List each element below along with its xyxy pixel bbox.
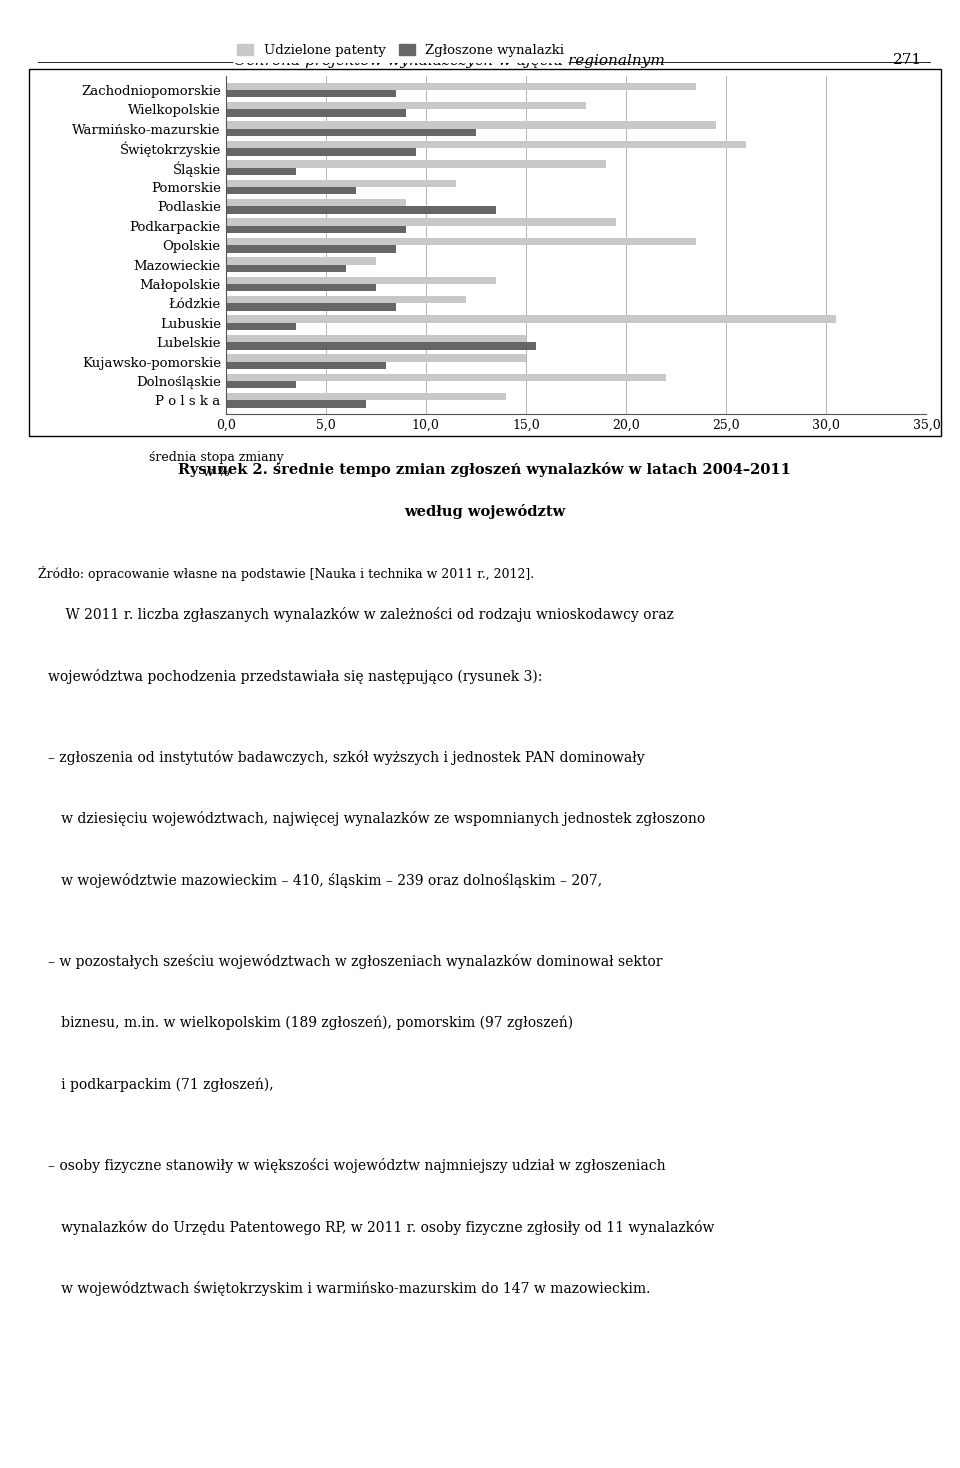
Bar <box>226 276 496 283</box>
Text: według województw: według województw <box>404 504 565 518</box>
Bar <box>226 335 526 342</box>
Bar <box>226 129 476 137</box>
Bar <box>226 219 616 226</box>
Text: – zgłoszenia od instytutów badawczych, szkół wyższych i jednostek PAN dominowały: – zgłoszenia od instytutów badawczych, s… <box>48 750 644 765</box>
Bar <box>226 257 375 264</box>
Text: i podkarpackim (71 zgłoszeń),: i podkarpackim (71 zgłoszeń), <box>48 1078 274 1092</box>
Bar <box>226 101 586 109</box>
Text: 271: 271 <box>893 53 923 68</box>
Bar <box>226 82 696 90</box>
Bar <box>226 342 536 349</box>
Bar <box>226 141 746 148</box>
Text: w województwach świętokrzyskim i warmińsko-mazurskim do 147 w mazowieckim.: w województwach świętokrzyskim i warmińs… <box>48 1282 650 1296</box>
Text: w województwie mazowieckim – 410, śląskim – 239 oraz dolnośląskim – 207,: w województwie mazowieckim – 410, śląski… <box>48 873 602 888</box>
Bar <box>226 354 526 361</box>
Text: w dziesięciu województwach, najwięcej wynalazków ze wspomnianych jednostek zgłos: w dziesięciu województwach, najwięcej wy… <box>48 812 706 826</box>
Bar <box>226 148 416 156</box>
Bar <box>226 160 606 167</box>
Bar <box>226 304 396 311</box>
Bar <box>226 226 406 233</box>
Bar <box>226 179 456 186</box>
Text: – osoby fizyczne stanowiły w większości województw najmniejszy udział w zgłoszen: – osoby fizyczne stanowiły w większości … <box>48 1158 665 1173</box>
Text: średnia stopa zmiany
w %: średnia stopa zmiany w % <box>149 451 283 479</box>
Bar <box>226 283 375 291</box>
Bar <box>226 167 296 175</box>
Bar <box>226 207 496 214</box>
Text: województwa pochodzenia przedstawiała się następująco (rysunek 3):: województwa pochodzenia przedstawiała si… <box>48 669 542 684</box>
Bar <box>226 238 696 245</box>
Bar <box>226 245 396 252</box>
Bar <box>226 401 366 408</box>
Bar <box>226 374 666 382</box>
Text: Źródło: opracowanie własne na podstawie [Nauka i technika w 2011 r., 2012].: Źródło: opracowanie własne na podstawie … <box>38 567 535 581</box>
Bar <box>226 122 716 129</box>
Bar <box>226 264 346 272</box>
Bar <box>226 109 406 116</box>
Text: W 2011 r. liczba zgłaszanych wynalazków w zależności od rodzaju wnioskodawcy ora: W 2011 r. liczba zgłaszanych wynalazków … <box>48 608 674 622</box>
Bar <box>226 186 356 194</box>
Text: Rysunek 2. średnie tempo zmian zgłoszeń wynalazków w latach 2004–2011: Rysunek 2. średnie tempo zmian zgłoszeń … <box>179 462 791 477</box>
Text: biznesu, m.in. w wielkopolskim (189 zgłoszeń), pomorskim (97 zgłoszeń): biznesu, m.in. w wielkopolskim (189 zgło… <box>48 1016 573 1031</box>
Bar <box>226 297 466 304</box>
Legend: Udzielone patenty, Zgłoszone wynalazki: Udzielone patenty, Zgłoszone wynalazki <box>232 40 569 63</box>
Bar <box>226 382 296 389</box>
Bar <box>226 323 296 330</box>
Bar <box>226 393 506 401</box>
Bar <box>226 316 836 323</box>
Text: wynalazków do Urzędu Patentowego RP, w 2011 r. osoby fizyczne zgłosiły od 11 wyn: wynalazków do Urzędu Patentowego RP, w 2… <box>48 1220 714 1235</box>
Bar <box>226 361 386 368</box>
Text: Ochrona projektów wynalazczych w ujęciu regionalnym: Ochrona projektów wynalazczych w ujęciu … <box>233 53 664 68</box>
Bar <box>226 90 396 97</box>
Bar <box>226 200 406 207</box>
Text: – w pozostałych sześciu województwach w zgłoszeniach wynalazków dominował sektor: – w pozostałych sześciu województwach w … <box>48 954 662 969</box>
